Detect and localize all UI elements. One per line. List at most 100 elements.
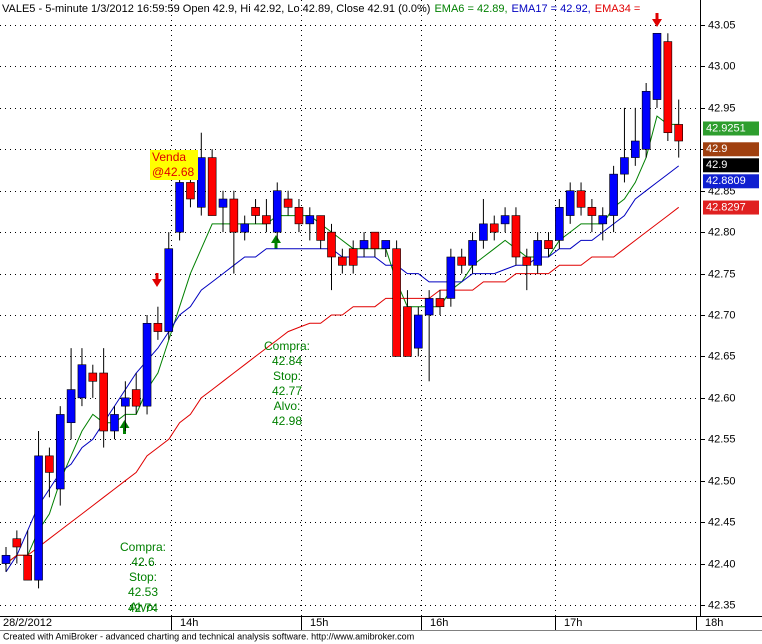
- annotation-text: Compra:: [264, 339, 310, 353]
- candle-body: [403, 306, 412, 357]
- candle-body: [511, 215, 521, 258]
- last-value-box: [703, 121, 759, 136]
- candle-body: [446, 256, 456, 299]
- x-tick-label: 15h: [310, 617, 328, 629]
- candle-body: [338, 256, 347, 266]
- candle-body: [663, 41, 673, 134]
- annotation-text: 42.98: [272, 414, 302, 428]
- candle-body: [555, 206, 564, 241]
- candle-body: [153, 322, 163, 332]
- y-tick-label: 43.05: [708, 19, 736, 31]
- candle-body: [370, 231, 380, 250]
- x-tick-label: 18h: [705, 617, 723, 629]
- x-tick-label: 28/2/2012: [3, 617, 52, 629]
- candle-body: [45, 455, 54, 473]
- y-tick-label: 42.60: [708, 392, 736, 404]
- candle-body: [186, 182, 195, 200]
- candle-body: [12, 538, 22, 548]
- candle-body: [164, 248, 174, 332]
- annotation-text: Stop:: [129, 570, 157, 584]
- candle-body: [197, 157, 206, 208]
- candle-body: [652, 32, 662, 100]
- annotation-text: 42.74: [128, 601, 158, 615]
- buy-arrow: [119, 420, 130, 434]
- candle-body: [121, 397, 130, 407]
- y-tick-label: 43.00: [708, 60, 736, 72]
- annotation-text: Alvo:: [130, 600, 157, 614]
- candle-body: [435, 298, 445, 308]
- candle-body: [609, 173, 618, 216]
- candle-body: [229, 198, 239, 233]
- x-tick-label: 14h: [180, 617, 198, 629]
- y-tick-label: 42.55: [708, 433, 736, 445]
- candle-body: [77, 364, 87, 399]
- header: VALE5 - 5-minute 1/3/2012 16:59:59 Open …: [2, 3, 640, 15]
- candle-body: [218, 198, 228, 208]
- candle-body: [207, 157, 217, 216]
- y-tick-label: 42.70: [708, 309, 736, 321]
- candle-body: [457, 256, 467, 266]
- buy-arrow: [271, 235, 281, 249]
- candle-body: [66, 389, 76, 424]
- last-value-box: [703, 158, 759, 173]
- candle-body: [522, 256, 532, 266]
- candle-body: [175, 182, 184, 233]
- candle-body: [620, 157, 629, 175]
- candle-body: [110, 414, 119, 432]
- annotation-text: 42.77: [272, 384, 302, 398]
- annotation-text: 42.53: [128, 585, 158, 599]
- x-tick-label: 17h: [564, 617, 582, 629]
- annotation-text: 42.6: [131, 555, 155, 569]
- candle-body: [413, 314, 423, 349]
- candle-body: [576, 190, 586, 208]
- candle-body: [598, 215, 608, 225]
- candle-body: [674, 124, 684, 142]
- y-tick-label: 42.45: [708, 516, 736, 528]
- annotation-text: 42.84: [272, 354, 302, 368]
- candle-body: [587, 206, 597, 216]
- candle-body: [55, 414, 65, 490]
- last-value-label: 42.9: [706, 159, 727, 171]
- candle-body: [131, 389, 141, 407]
- x-tick-label: 16h: [430, 617, 448, 629]
- y-tick-label: 42.80: [708, 226, 736, 238]
- y-tick-label: 42.40: [708, 558, 736, 570]
- last-value-label: 42.8297: [706, 201, 746, 213]
- last-value-box: [703, 200, 759, 215]
- annotation-text: Venda: [152, 150, 186, 164]
- last-value-label: 42.9251: [706, 122, 746, 134]
- candle-body: [272, 190, 282, 233]
- y-tick-label: 42.75: [708, 268, 736, 280]
- annotation-text: Alvo:: [274, 399, 301, 413]
- candle-body: [294, 206, 304, 225]
- candle-body: [262, 215, 271, 225]
- candle-body: [327, 231, 336, 258]
- candle-body: [500, 215, 510, 225]
- candle-body: [251, 206, 260, 216]
- footer: Created with AmiBroker - advanced charti…: [3, 631, 414, 641]
- last-value-label: 42.8809: [706, 175, 746, 187]
- annotation-text: Compra:: [120, 540, 166, 554]
- candle-body: [424, 298, 434, 316]
- candle-body: [381, 240, 391, 250]
- header-part: EMA34 =: [595, 3, 641, 15]
- candle-body: [1, 554, 11, 564]
- candle-body: [23, 554, 33, 581]
- ema-line: [5, 206, 680, 564]
- candle-body: [641, 90, 651, 150]
- candle-body: [142, 322, 152, 407]
- annotation-box: [150, 150, 198, 180]
- last-value-box: [703, 142, 759, 157]
- candle-body: [348, 248, 358, 266]
- y-tick-label: 42.50: [708, 475, 736, 487]
- candle-body: [359, 240, 369, 250]
- candle-body: [468, 240, 477, 266]
- header-part: EMA17 = 42.92,: [512, 3, 591, 15]
- candle-body: [305, 215, 315, 225]
- sell-arrow: [152, 273, 162, 287]
- last-value-box: [703, 174, 759, 189]
- last-value-label: 42.9: [706, 143, 727, 155]
- candle-body: [240, 223, 249, 233]
- y-tick-label: 42.85: [708, 185, 736, 197]
